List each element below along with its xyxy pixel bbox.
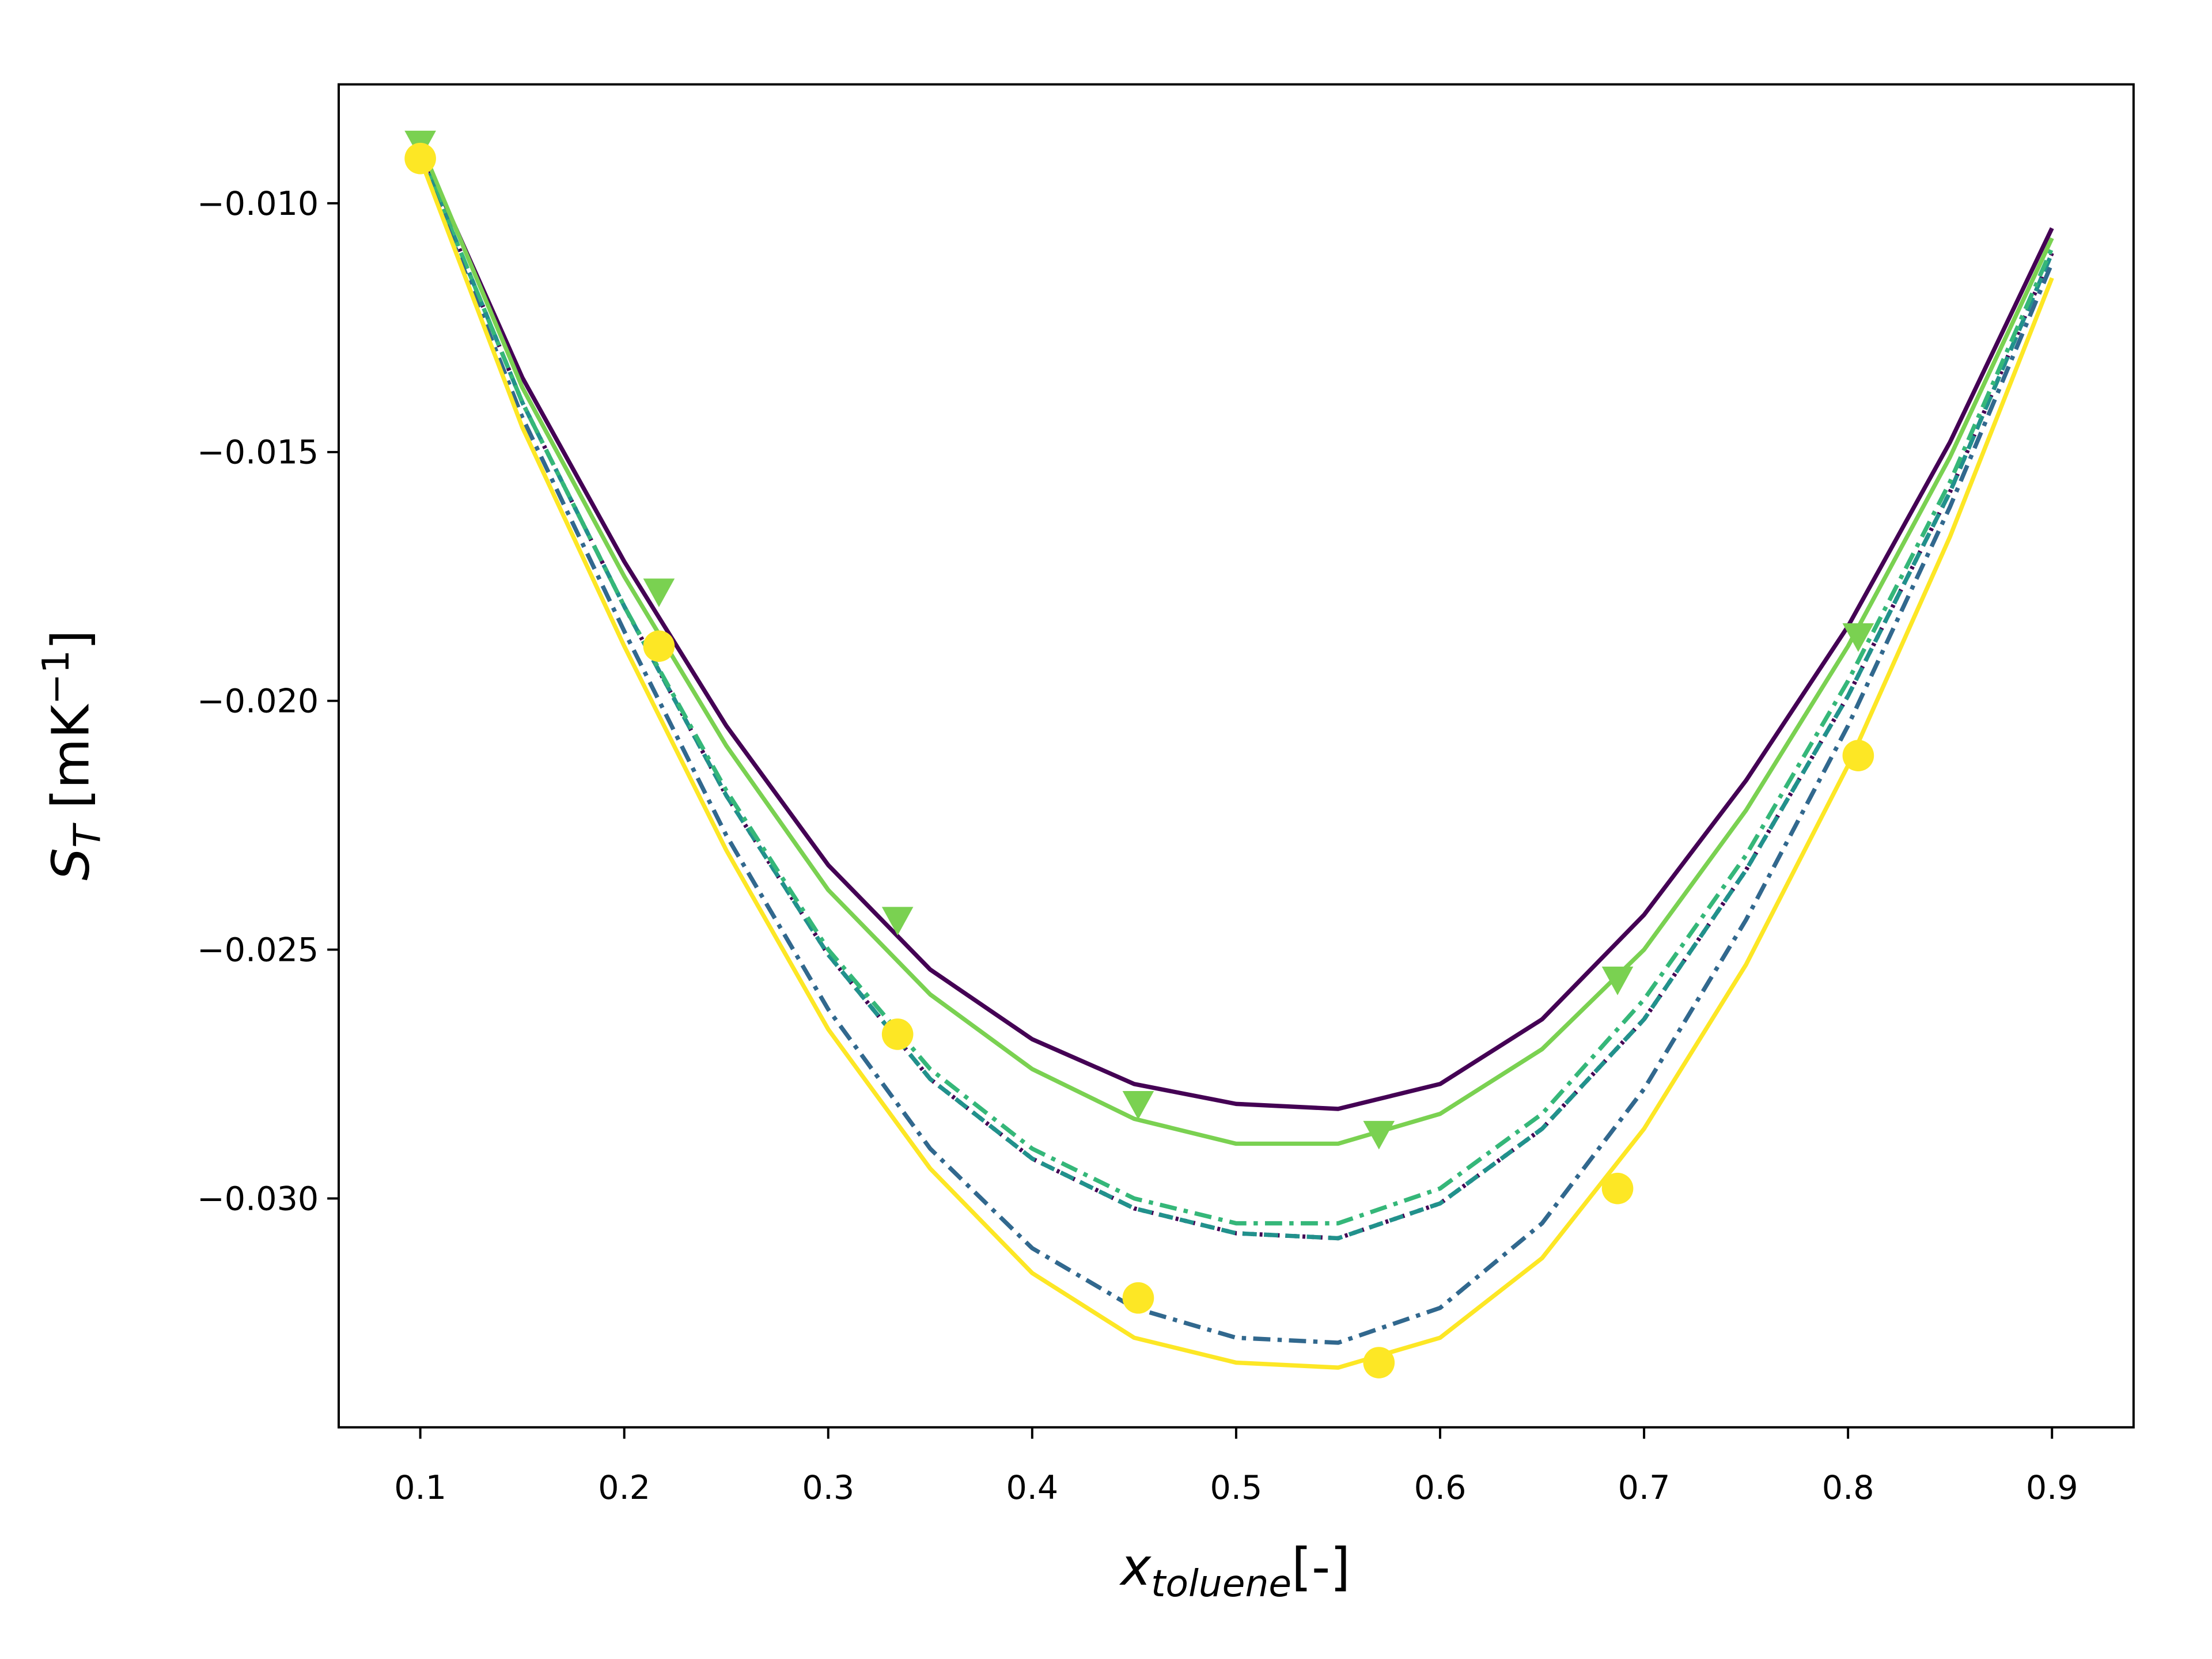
plot-area	[404, 130, 2054, 1378]
y-label-rest: [mK	[41, 703, 101, 825]
circle-marker	[643, 630, 675, 662]
x-tick-label: 0.5	[1210, 1469, 1263, 1507]
y-label-base: S	[41, 848, 101, 881]
y-tick-label: −0.010	[197, 185, 319, 223]
x-axis-label: xtoluene[-]	[1119, 1537, 1350, 1605]
x-tick-label: 0.1	[394, 1469, 446, 1507]
y-tick-label: −0.015	[197, 434, 319, 472]
x-tick-label: 0.2	[598, 1469, 650, 1507]
series-line	[418, 142, 2054, 1146]
series-line	[418, 157, 2054, 1370]
series-line	[418, 153, 2054, 1226]
y-tick-label: −0.025	[197, 931, 319, 969]
series-line	[418, 147, 2054, 1111]
triangle-marker	[1842, 623, 1874, 652]
x-label-base: x	[1119, 1537, 1152, 1597]
y-label-sup: −1	[35, 650, 78, 704]
circle-marker	[881, 1018, 914, 1050]
y-tick-label: −0.020	[197, 683, 319, 721]
series-line	[418, 153, 2054, 1241]
triangle-marker	[643, 578, 675, 607]
triangle-marker	[1601, 967, 1634, 995]
x-tick-label: 0.4	[1006, 1469, 1058, 1507]
x-label-rest: [-]	[1291, 1537, 1350, 1597]
triangle-marker	[881, 907, 914, 936]
triangle-marker	[1122, 1090, 1154, 1120]
x-tick-label: 0.9	[2026, 1469, 2078, 1507]
x-tick-label: 0.6	[1414, 1469, 1467, 1507]
y-tick-label: −0.030	[197, 1180, 319, 1218]
x-tick-label: 0.3	[802, 1469, 854, 1507]
y-axis-label: ST [mK−1]	[35, 630, 109, 880]
x-label-sub: toluene	[1151, 1562, 1291, 1605]
circle-marker	[1842, 740, 1874, 772]
circle-marker	[1363, 1347, 1395, 1378]
y-label-sub: T	[66, 823, 109, 848]
circle-marker	[1122, 1282, 1154, 1314]
circle-marker	[404, 142, 436, 175]
y-label-end: ]	[41, 630, 101, 650]
circle-marker	[1601, 1172, 1634, 1205]
x-tick-label: 0.8	[1822, 1469, 1874, 1507]
series-line	[418, 157, 2054, 1345]
x-tick-label: 0.7	[1618, 1469, 1671, 1507]
triangle-marker	[1363, 1120, 1395, 1150]
